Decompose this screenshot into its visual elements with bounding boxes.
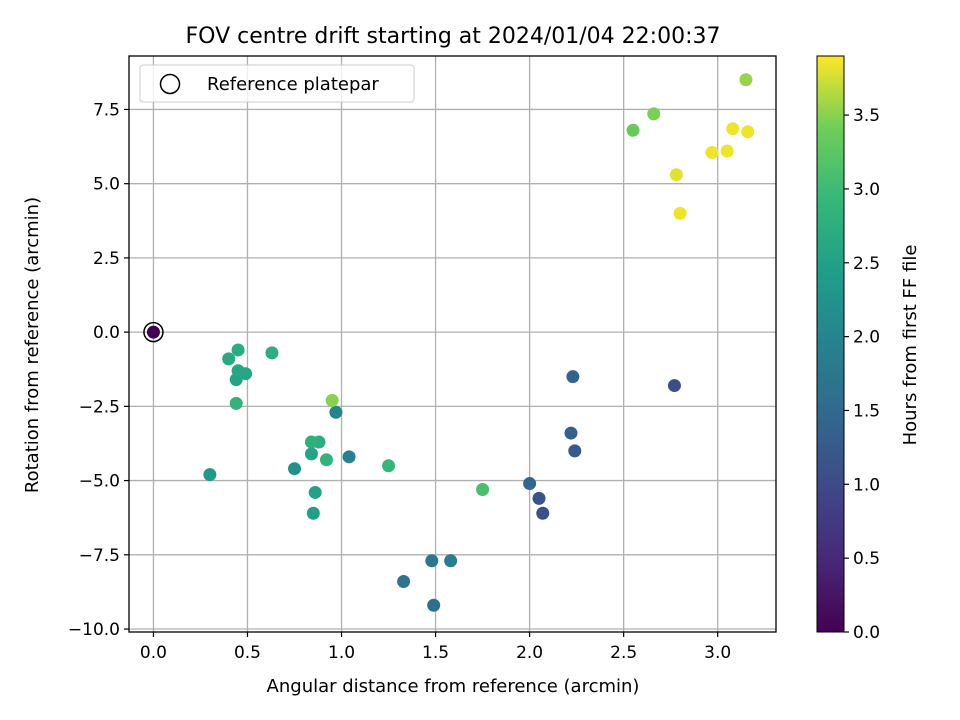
x-tick-label: 3.0 <box>704 643 731 663</box>
y-tick-label: −7.5 <box>79 546 120 566</box>
data-point <box>705 145 719 159</box>
colorbar-tick-label: 0.5 <box>853 549 880 569</box>
data-point <box>239 367 253 381</box>
y-tick-label: −10.0 <box>68 620 120 640</box>
data-point <box>231 343 245 357</box>
colorbar-tick-label: 3.0 <box>853 180 880 200</box>
data-point <box>229 396 243 410</box>
data-point <box>427 598 441 612</box>
data-point <box>568 444 582 458</box>
data-point <box>667 379 681 393</box>
x-axis-label: Angular distance from reference (arcmin) <box>267 676 640 697</box>
reference-marker-layer <box>143 321 164 343</box>
grid-lines <box>129 56 776 632</box>
data-points <box>146 73 755 612</box>
x-tick-label: 2.0 <box>516 643 543 663</box>
chart-title: FOV centre drift starting at 2024/01/04 … <box>186 24 721 49</box>
data-point <box>304 435 318 449</box>
data-point <box>288 462 302 476</box>
data-point <box>265 346 279 360</box>
colorbar-ticks: 0.0 0.5 1.0 1.5 2.0 2.5 3.0 3.5 <box>844 106 880 643</box>
data-point <box>304 447 318 461</box>
data-point <box>523 477 537 491</box>
y-tick-label: 0.0 <box>93 323 120 343</box>
x-tick-label: 0.0 <box>140 643 167 663</box>
data-point <box>319 453 333 467</box>
x-tick-label: 1.5 <box>422 643 449 663</box>
data-point <box>720 144 734 158</box>
colorbar-tick-label: 2.5 <box>853 254 880 274</box>
colorbar-tick-label: 2.0 <box>853 328 880 348</box>
colorbar: 0.0 0.5 1.0 1.5 2.0 2.5 3.0 3.5 Hours from firs… <box>816 55 921 643</box>
data-point <box>382 459 396 473</box>
data-point <box>308 485 322 499</box>
y-tick-label: 2.5 <box>93 249 120 269</box>
legend: Reference platepar <box>139 64 415 103</box>
data-point <box>673 206 687 220</box>
legend-label: Reference platepar <box>207 74 379 95</box>
data-point <box>203 468 217 482</box>
axes: 0.0 0.5 1.0 1.5 2.0 2.5 3.0 −10.0 −7.5 −5.0 −2.5 0.… <box>68 55 777 663</box>
colorbar-tick-label: 3.5 <box>853 106 880 126</box>
y-tick-label: −2.5 <box>79 397 120 417</box>
data-point <box>325 393 339 407</box>
x-tick-label: 1.0 <box>328 643 355 663</box>
data-point <box>536 506 550 520</box>
data-point <box>564 426 578 440</box>
data-point <box>476 482 490 496</box>
data-point <box>425 554 439 568</box>
legend-reference-marker <box>159 73 181 95</box>
data-point <box>306 506 320 520</box>
data-point <box>726 122 740 136</box>
data-point <box>342 450 356 464</box>
x-tick-label: 0.5 <box>234 643 261 663</box>
colorbar-label: Hours from first FF file <box>900 245 921 446</box>
data-point <box>647 107 661 121</box>
data-point <box>222 352 236 366</box>
data-point <box>669 168 683 182</box>
data-point <box>397 575 411 589</box>
data-point <box>626 123 640 137</box>
colorbar-tick-label: 1.5 <box>853 401 880 421</box>
x-tick-label: 2.5 <box>610 643 637 663</box>
data-point <box>444 554 458 568</box>
data-point <box>741 125 755 139</box>
data-point <box>329 405 343 419</box>
colorbar-gradient <box>816 55 845 633</box>
y-tick-label: 7.5 <box>93 100 120 120</box>
data-point <box>532 491 546 505</box>
data-point <box>739 73 753 87</box>
plot-frame <box>128 55 777 633</box>
y-axis-label: Rotation from reference (arcmin) <box>22 197 43 493</box>
y-tick-label: −5.0 <box>79 472 120 492</box>
reference-platepar-marker <box>143 321 164 343</box>
colorbar-tick-label: 1.0 <box>853 475 880 495</box>
colorbar-tick-label: 0.0 <box>853 623 880 643</box>
data-point <box>566 370 580 384</box>
data-point <box>146 325 160 339</box>
y-tick-label: 5.0 <box>93 175 120 195</box>
legend-box <box>139 64 415 103</box>
